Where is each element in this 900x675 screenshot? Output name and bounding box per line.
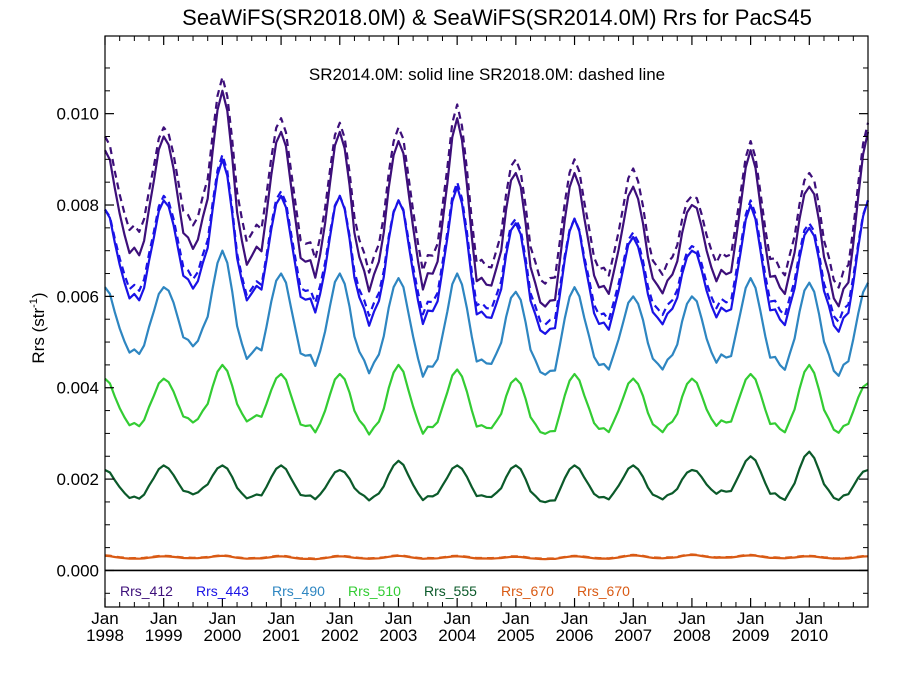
x-tick-month: Jan [561,609,588,628]
y-axis-label-sup: -1 [28,298,40,308]
legend: Rrs_412 Rrs_443 Rrs_490 Rrs_510 Rrs_555 Rrs_6… [120,583,630,599]
y-axis-label: Rrs (str-1) [28,292,48,363]
chart-title: SeaWiFS(SR2018.0M) & SeaWiFS(SR2014.0M) … [182,5,812,30]
series-rrs-555-solid [104,450,869,504]
y-axis-label-close: ) [29,292,48,298]
x-tick-year: 2007 [614,626,652,645]
legend-entry: Rrs_510 [348,583,401,599]
x-tick-month: Jan [443,609,470,628]
x-tick-year: 1998 [86,626,124,645]
series-rrs-510-solid [104,363,869,436]
series-rrs-443-dashed [104,153,870,326]
x-tick-month: Jan [796,609,823,628]
x-tick-month: Jan [385,609,412,628]
series-layer [104,75,870,561]
x-tick-year: 1999 [145,626,183,645]
x-tick-year: 2008 [673,626,711,645]
legend-entry: Rrs_555 [424,583,477,599]
x-tick-month: Jan [620,609,647,628]
x-tick-year: 2005 [497,626,535,645]
x-tick-year: 2003 [380,626,418,645]
y-tick-label: 0.010 [56,105,99,124]
x-tick-year: 2009 [732,626,770,645]
x-tick-month: Jan [678,609,705,628]
x-tick-year: 2000 [203,626,241,645]
y-tick-label: 0.002 [56,470,99,489]
y-axis-label-main: Rrs (str [29,308,48,364]
y-tick-label: 0.008 [56,196,99,215]
series-rrs-412-solid [104,89,870,308]
legend-entry: Rrs_670 [501,583,554,599]
legend-entry: Rrs_412 [120,583,173,599]
legend-entry: Rrs_670 [577,583,630,599]
line-style-annotation: SR2014.0M: solid line SR2018.0M: dashed … [309,65,665,84]
x-tick-year: 2010 [790,626,828,645]
x-tick-month: Jan [267,609,294,628]
x-tick-month: Jan [209,609,236,628]
x-tick-month: Jan [326,609,353,628]
series-rrs-490-solid [104,249,869,378]
x-tick-month: Jan [150,609,177,628]
x-tick-month: Jan [91,609,118,628]
y-tick-label: 0.000 [56,561,99,580]
x-tick-month: Jan [737,609,764,628]
x-tick-year: 2006 [556,626,594,645]
series-rrs-670-dashed [104,553,869,560]
legend-entry: Rrs_443 [196,583,249,599]
plot-frame [104,35,869,608]
x-tick-year: 2002 [321,626,359,645]
x-tick-year: 2004 [438,626,476,645]
y-tick-label: 0.006 [56,287,99,306]
axis-layer: 0.0000.0020.0040.0060.0080.010Jan1998Jan… [56,36,868,645]
x-tick-year: 2001 [262,626,300,645]
legend-entry: Rrs_490 [272,583,325,599]
x-tick-month: Jan [502,609,529,628]
y-tick-label: 0.004 [56,379,99,398]
